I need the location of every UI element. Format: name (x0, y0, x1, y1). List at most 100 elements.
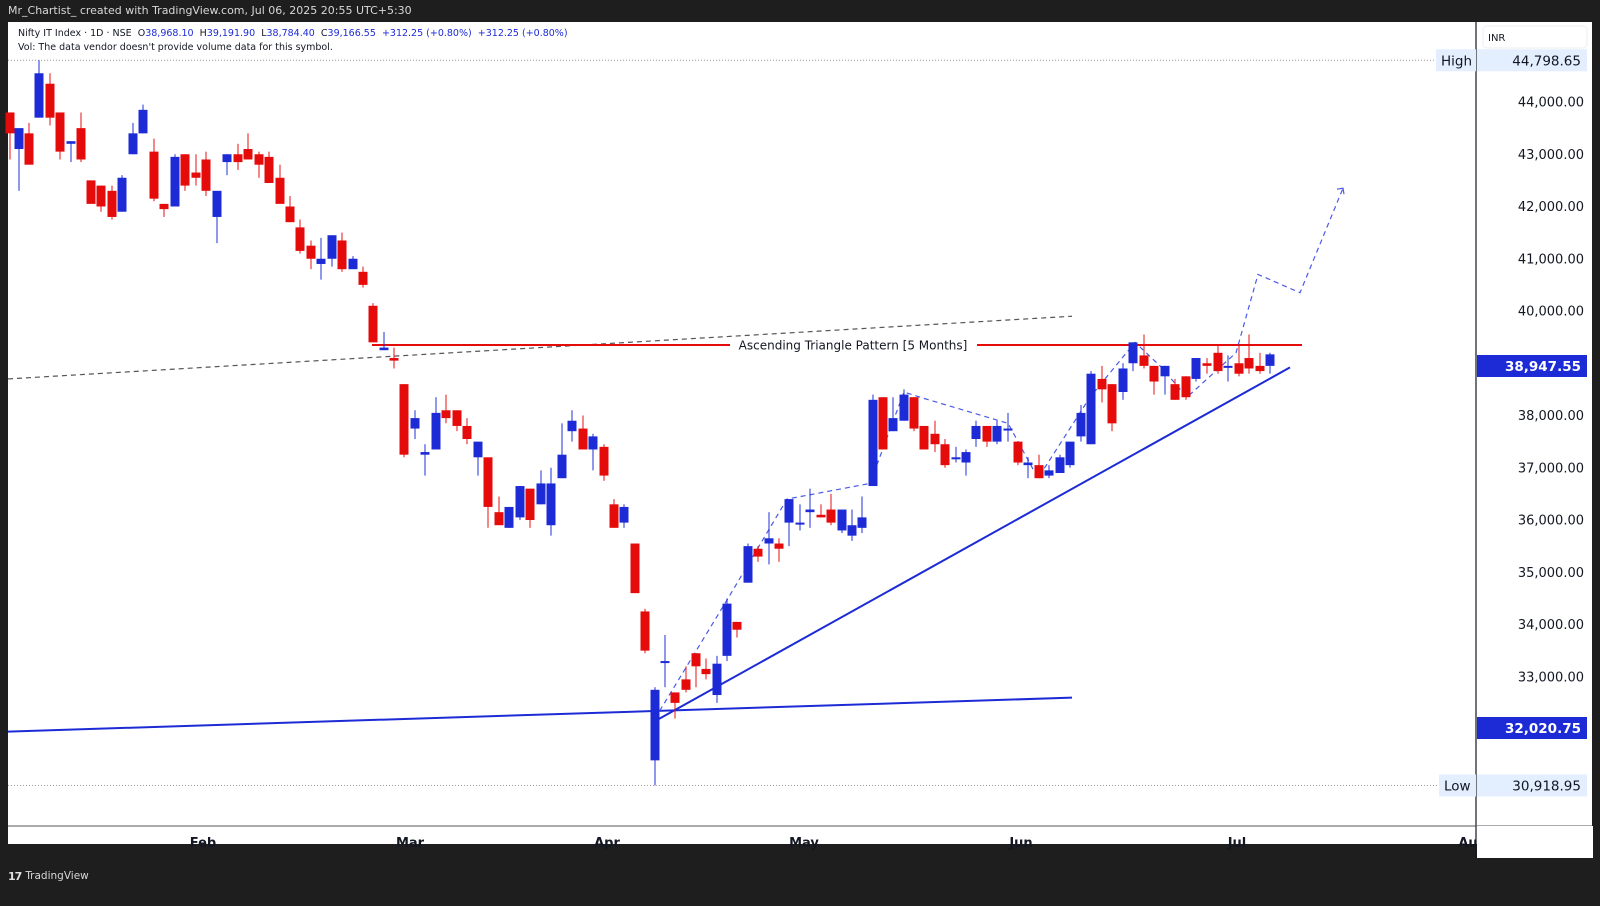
ascending-support-trendline[interactable] (654, 366, 1291, 723)
candle (5, 112, 15, 160)
long-support-trendline[interactable] (7, 696, 1073, 733)
time-tick-label: Jun (1008, 836, 1032, 851)
candle (431, 397, 441, 450)
candle (578, 415, 588, 450)
candle (515, 486, 525, 520)
time-tick-label: May (789, 836, 819, 851)
price-tick-label: 44,000.00 (1518, 96, 1584, 111)
candle-body (212, 190, 222, 217)
symbol-name[interactable]: Nifty IT Index · 1D · NSE (18, 28, 132, 39)
candle-body (578, 428, 588, 450)
candle (961, 449, 971, 476)
drawing-lines[interactable]: Ascending Triangle Pattern [5 Months] (7, 187, 1345, 733)
candle (857, 496, 867, 534)
projected-path-dashed[interactable] (654, 187, 1344, 719)
candle (420, 444, 430, 476)
gray-dashed-trendline[interactable] (7, 315, 1073, 380)
high-value-bg (1477, 49, 1587, 72)
candle (536, 470, 546, 505)
candle (588, 433, 598, 471)
ohlc-row: Nifty IT Index · 1D · NSE O38,968.10 H39… (18, 27, 568, 41)
candle (681, 666, 691, 693)
candle-body (170, 156, 180, 207)
candle (888, 397, 898, 432)
candle-body (764, 538, 774, 544)
candle-body (1244, 358, 1254, 369)
candle-body (1149, 365, 1159, 382)
low-value: 30,918.95 (1512, 778, 1581, 794)
volume-note: Vol: The data vendor doesn't provide vol… (18, 42, 333, 53)
candle (1160, 365, 1170, 395)
candle (1003, 412, 1013, 442)
currency-box[interactable] (1482, 25, 1588, 49)
candle-body (536, 483, 546, 505)
candle (1128, 342, 1138, 372)
candle (462, 418, 472, 445)
candle (337, 232, 347, 272)
candle (295, 219, 305, 254)
candle (753, 546, 763, 562)
candle (1149, 365, 1159, 395)
candle-body (940, 444, 950, 466)
candle (951, 446, 961, 463)
candle (316, 237, 326, 280)
candle (170, 154, 180, 207)
candle-body (640, 611, 650, 651)
axes[interactable]: INR 33,000.00 34,000.00 35,000.00 36,000.00 3… (8, 22, 1593, 858)
candle-body (55, 112, 65, 152)
low-label: Low (1444, 778, 1471, 794)
candle (222, 154, 232, 176)
candle-body (180, 154, 190, 186)
candle (743, 543, 753, 583)
high-label: High (1441, 53, 1472, 69)
candle (1181, 376, 1191, 400)
candle-body (1255, 365, 1265, 372)
candle-body (254, 154, 264, 165)
candle (878, 397, 888, 450)
candle-body (909, 397, 919, 429)
candle-body (837, 509, 847, 531)
candle (1065, 441, 1075, 468)
candle (868, 394, 878, 487)
candle-body (816, 514, 826, 518)
candle (1044, 465, 1054, 479)
candle (348, 256, 358, 270)
candle-body (599, 446, 609, 476)
candle (327, 235, 337, 267)
candle (795, 504, 805, 531)
candle-body (45, 83, 55, 118)
candle-body (441, 410, 451, 419)
candle-body (66, 141, 76, 144)
candle-body (138, 109, 148, 134)
pattern-label: Ascending Triangle Pattern [5 Months] (739, 338, 968, 352)
candle-body (5, 112, 15, 134)
candle-body (462, 425, 472, 440)
candle-body (191, 172, 201, 178)
candle (784, 499, 794, 547)
candle-body (1013, 441, 1023, 463)
last-price-label: 38,947.55 (1505, 359, 1581, 375)
candle-body (337, 240, 347, 270)
footer-bar: 17 TradingView (8, 866, 89, 886)
candle (847, 509, 857, 541)
candle (1213, 344, 1223, 374)
candle-body (805, 509, 815, 513)
candle-body (1213, 352, 1223, 372)
candle-body (327, 235, 337, 259)
candle-body (557, 454, 567, 479)
candle (732, 621, 742, 638)
candle-body (233, 154, 243, 163)
candle-body (857, 517, 867, 528)
change-value: +312.25 (+0.80%) (381, 28, 472, 39)
candle-body (431, 412, 441, 450)
candle (24, 122, 34, 165)
candle-body (1170, 384, 1180, 400)
candle (159, 203, 169, 217)
candle (1055, 454, 1065, 473)
candle (1086, 371, 1096, 445)
time-tick-label: Feb (190, 836, 216, 851)
candle-body (96, 185, 106, 207)
candle (410, 410, 420, 440)
candle-body (1076, 412, 1086, 437)
